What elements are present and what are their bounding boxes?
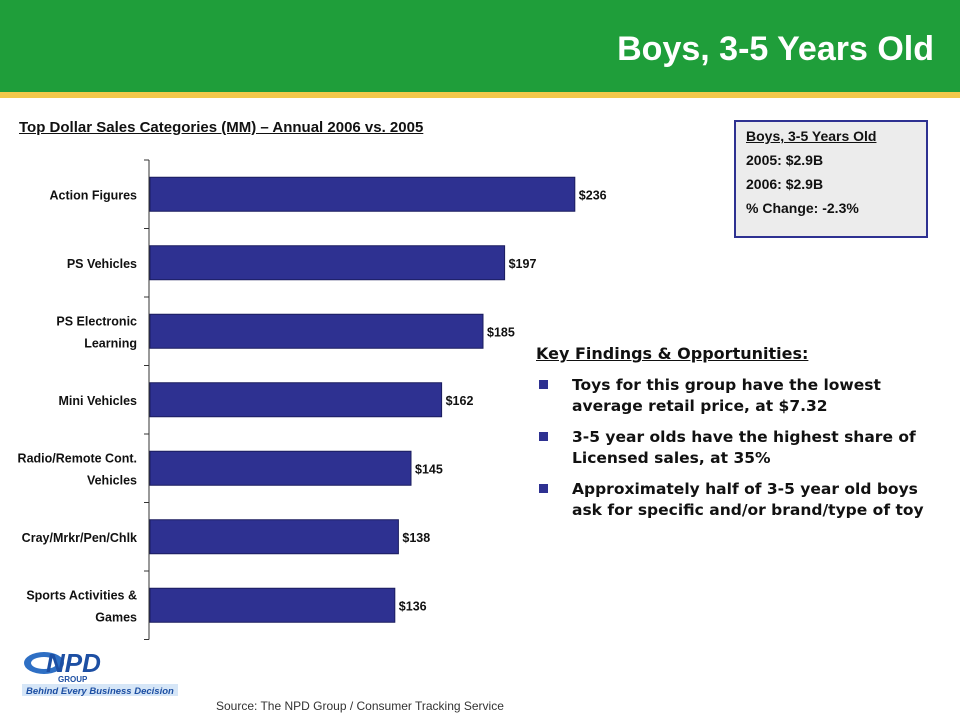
finding-item: Toys for this group have the lowest aver… xyxy=(536,375,946,417)
logo-name: NPD xyxy=(46,648,101,678)
finding-item: Approximately half of 3-5 year old boys … xyxy=(536,479,946,521)
summary-title: Boys, 3-5 Years Old xyxy=(746,128,877,144)
category-label: Mini Vehicles xyxy=(58,394,137,408)
square-bullet-icon xyxy=(539,380,548,389)
bar xyxy=(149,519,399,555)
data-label: $197 xyxy=(509,257,537,271)
header-bar: Boys, 3-5 Years Old xyxy=(0,0,960,92)
category-label: Cray/Mrkr/Pen/Chlk xyxy=(22,531,137,545)
finding-text: Toys for this group have the lowest aver… xyxy=(572,376,881,415)
finding-item: 3-5 year olds have the highest share of … xyxy=(536,427,946,469)
square-bullet-icon xyxy=(539,484,548,493)
data-label: $138 xyxy=(402,531,430,545)
data-label: $136 xyxy=(399,599,427,613)
finding-text: 3-5 year olds have the highest share of … xyxy=(572,428,916,467)
category-label: Action Figures xyxy=(49,188,137,202)
summary-line-change: % Change: -2.3% xyxy=(746,200,859,216)
category-label: PS Vehicles xyxy=(67,257,137,271)
data-label: $162 xyxy=(446,394,474,408)
logo-sub: GROUP xyxy=(58,675,88,684)
npd-logo: NPD GROUP Behind Every Business Decision xyxy=(22,648,178,697)
source-note: Source: The NPD Group / Consumer Trackin… xyxy=(216,699,504,713)
bar xyxy=(149,587,396,623)
bar xyxy=(149,450,412,486)
category-label: Vehicles xyxy=(87,473,137,487)
category-label: PS Electronic xyxy=(56,314,137,328)
bar-chart: $236 Action Figures $197 PS Vehicles $185 PS … xyxy=(18,159,607,640)
bar xyxy=(149,245,506,281)
page-title: Boys, 3-5 Years Old xyxy=(617,30,934,68)
square-bullet-icon xyxy=(539,432,548,441)
npd-swoosh-icon xyxy=(24,652,64,674)
category-label: Learning xyxy=(84,336,137,350)
category-label: Games xyxy=(95,610,137,624)
bar xyxy=(149,382,443,418)
finding-text: Approximately half of 3-5 year old boys … xyxy=(572,480,924,519)
logo-tagline: Behind Every Business Decision xyxy=(26,686,174,697)
category-label: Radio/Remote Cont. xyxy=(18,451,137,465)
summary-line-2005: 2005: $2.9B xyxy=(746,152,824,168)
bar xyxy=(149,176,576,212)
key-findings: Key Findings & Opportunities: Toys for t… xyxy=(536,344,946,531)
chart-title: Top Dollar Sales Categories (MM) – Annua… xyxy=(19,119,424,136)
bar xyxy=(149,313,484,349)
data-label: $145 xyxy=(415,462,443,476)
summary-line-2006: 2006: $2.9B xyxy=(746,176,824,192)
summary-box: Boys, 3-5 Years Old 2005: $2.9B 2006: $2… xyxy=(734,120,928,238)
category-label: Sports Activities & xyxy=(26,588,137,602)
header-stripe xyxy=(0,92,960,98)
data-label: $185 xyxy=(487,325,515,339)
data-label: $236 xyxy=(579,188,607,202)
logo-tagline-band xyxy=(22,684,178,696)
findings-heading: Key Findings & Opportunities: xyxy=(536,344,809,363)
